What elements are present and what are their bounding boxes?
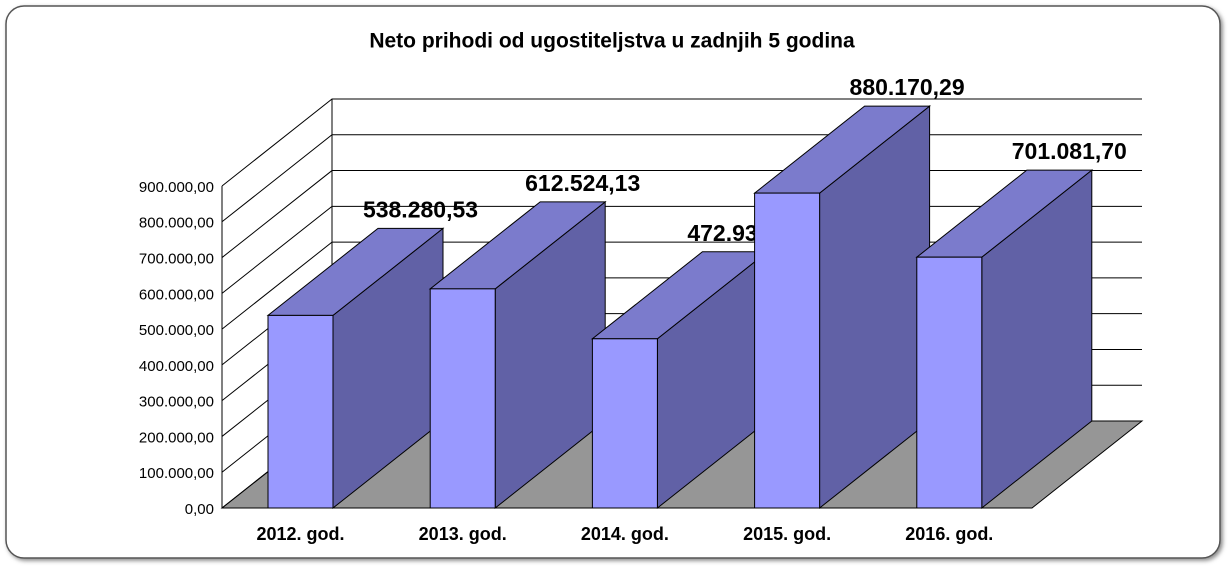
value-label: 701.081,70: [1012, 138, 1127, 164]
y-tick-label: 100.000,00: [139, 465, 214, 482]
y-tick-label: 800.000,00: [139, 215, 214, 232]
x-tick-label: 2015. god.: [743, 524, 831, 544]
y-tick-label: 500.000,00: [139, 322, 214, 339]
y-tick-label: 700.000,00: [139, 251, 214, 268]
chart-title: Neto prihodi od ugostiteljstva u zadnjih…: [369, 30, 855, 53]
x-tick-label: 2013. god.: [419, 524, 507, 544]
bar: [591, 338, 658, 509]
bar: [754, 192, 821, 509]
y-tick-label: 300.000,00: [139, 394, 214, 411]
bar: [267, 314, 334, 509]
value-label: 880.170,29: [850, 74, 965, 100]
x-tick-label: 2014. god.: [581, 524, 669, 544]
x-tick-label: 2012. god.: [256, 524, 344, 544]
plot-area: 0,00 100.000,00 200.000,00 300.000,00 400.00…: [139, 74, 1144, 544]
y-tick-label: 0,00: [185, 501, 214, 518]
y-tick-label: 400.000,00: [139, 358, 214, 375]
y-tick-label: 600.000,00: [139, 286, 214, 303]
value-label: 612.524,13: [525, 170, 640, 196]
y-tick-label: 200.000,00: [139, 429, 214, 446]
bar: [429, 288, 496, 509]
bar: [916, 256, 983, 509]
grid-line: [221, 98, 1142, 187]
value-label: 538.280,53: [363, 196, 478, 222]
y-tick-label: 900.000,00: [139, 179, 214, 196]
x-tick-label: 2016. god.: [905, 524, 993, 544]
